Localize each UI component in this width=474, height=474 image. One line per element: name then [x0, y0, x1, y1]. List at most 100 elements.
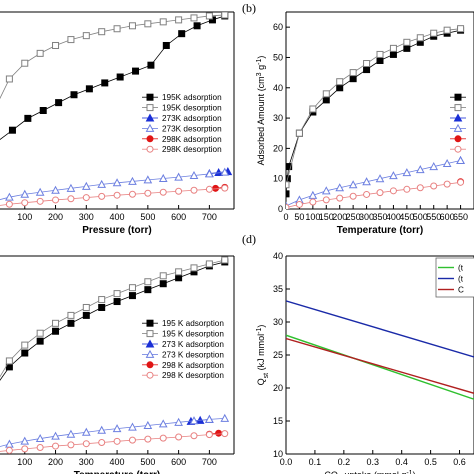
plot-area: [0, 256, 230, 454]
data-point: [143, 175, 153, 184]
data-point: [159, 18, 167, 26]
legend-marker: [146, 145, 154, 153]
x-tick-label: 500: [140, 212, 155, 222]
x-tick-label: 0.1: [309, 457, 322, 467]
data-point: [221, 430, 229, 438]
data-point: [321, 186, 331, 195]
series-line-0: [286, 334, 474, 400]
legend-label: 298 K desorption: [162, 371, 224, 380]
data-point: [144, 286, 152, 294]
legend-label: (t: [458, 275, 464, 284]
panel-label: (d): [242, 232, 256, 246]
x-tick-label: 50: [294, 212, 304, 222]
data-point: [98, 296, 106, 304]
x-tick-label: 0.4: [395, 457, 408, 467]
legend-marker: [454, 93, 462, 101]
legend-marker: [146, 330, 154, 338]
data-point: [205, 185, 213, 193]
data-point: [35, 187, 45, 196]
data-point: [112, 424, 122, 433]
data-point: [403, 38, 411, 46]
legend-label: C: [458, 286, 464, 295]
data-point: [286, 203, 290, 209]
legend-entry: 298 K desorption: [142, 371, 224, 380]
legend-entry: (t: [438, 275, 464, 284]
data-point: [143, 420, 153, 429]
data-point: [389, 44, 397, 52]
legend-entry: 273 K adsorption: [142, 339, 224, 349]
data-point: [128, 284, 136, 292]
data-point: [8, 126, 16, 134]
x-axis-label: Pressure (torr): [82, 225, 151, 236]
series-line-0: [0, 15, 225, 141]
y-axis-label: Adsorbed Amount (cm3 g-1): [256, 56, 267, 166]
data-point: [336, 84, 344, 92]
data-point: [66, 183, 76, 192]
data-point: [144, 20, 152, 28]
data-point: [144, 435, 152, 443]
data-point: [349, 75, 357, 83]
legend-marker: [453, 123, 463, 132]
legend-entry: 273K adsorption: [142, 113, 222, 123]
legend-entry: [450, 93, 466, 101]
data-point: [159, 280, 167, 288]
y-tick-label: 20: [273, 383, 283, 393]
legend-marker: [146, 135, 154, 143]
data-point: [205, 414, 214, 423]
data-point: [309, 198, 317, 206]
data-point: [5, 200, 13, 208]
legend-entry: 273 K desorption: [142, 349, 224, 359]
data-point: [51, 185, 60, 194]
data-point: [66, 429, 76, 438]
data-point: [97, 179, 107, 188]
data-point: [336, 78, 344, 86]
y-tick-label: 40: [273, 251, 283, 261]
data-point: [5, 192, 14, 201]
data-point: [205, 431, 213, 439]
x-tick-label: 650: [453, 212, 468, 222]
legend-label: 298K adsorption: [162, 135, 222, 144]
data-point: [128, 422, 137, 431]
data-point: [362, 177, 371, 186]
series-line-1: [0, 259, 225, 378]
data-point: [162, 41, 170, 49]
data-point: [21, 445, 29, 453]
data-point: [101, 79, 109, 87]
data-point: [175, 433, 183, 441]
data-point: [286, 163, 293, 171]
x-tick-label: 300: [359, 212, 374, 222]
data-point: [416, 184, 424, 192]
data-point: [363, 190, 371, 198]
x-tick-label: 100: [17, 457, 32, 467]
panel-a-pressure-isotherm: 100 200 300 400 500 600 700 Pressure (torr) 195K…: [0, 11, 235, 236]
data-point: [430, 182, 438, 190]
data-point: [174, 172, 183, 181]
data-point: [159, 272, 167, 280]
data-point: [113, 191, 121, 199]
y-tick-label: 20: [273, 143, 283, 153]
x-tick-label: 600: [440, 212, 455, 222]
data-point: [113, 290, 121, 298]
legend-label: 273K desorption: [162, 124, 222, 133]
data-point: [128, 176, 137, 185]
x-tick-label: 600: [171, 457, 186, 467]
data-point: [52, 196, 60, 204]
legend-entry: 195K desorption: [142, 104, 222, 113]
plot-area: [286, 25, 465, 209]
series-line-3: [0, 417, 225, 447]
x-axis-label: CO2 uptake (mmol g-1): [324, 470, 415, 474]
data-point: [309, 105, 317, 113]
y-tick-label: 35: [273, 284, 283, 294]
legend-marker: [146, 93, 154, 101]
data-point: [220, 413, 230, 422]
data-point: [389, 187, 397, 195]
legend-label: 273 K adsorption: [162, 340, 224, 349]
data-point: [389, 171, 398, 180]
data-point: [308, 190, 318, 199]
y-tick-label: 25: [273, 350, 283, 360]
data-point: [205, 169, 214, 178]
y-axis-label: Qst (kJ mmol-1): [256, 325, 270, 386]
data-point: [113, 437, 121, 445]
data-point: [52, 327, 60, 335]
